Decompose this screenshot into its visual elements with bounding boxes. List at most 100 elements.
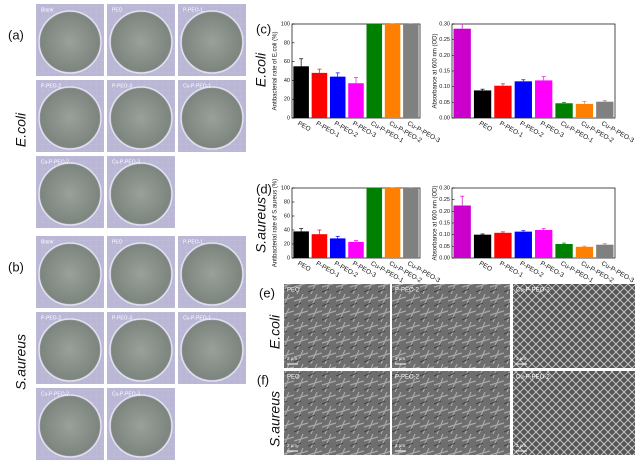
y-tick-label: 0: [287, 115, 290, 121]
y-axis-label: Antibacterial rate of S.aureus (%): [273, 179, 279, 267]
plate-panels: (a) E.coli Blank PEO P-PEO-1 P-PEO-2 P-PEO-3 Cu…: [8, 4, 246, 460]
bar: [514, 231, 532, 258]
y-tick-label: 100: [281, 185, 290, 191]
scale-label: 2 μm: [516, 443, 526, 448]
bar: [403, 188, 419, 258]
dish: [109, 318, 173, 382]
bar: [293, 231, 309, 258]
dish: [109, 242, 173, 306]
scale-label: 2 μm: [287, 443, 297, 448]
bar: [535, 230, 553, 258]
x-tick-label: PEO: [478, 260, 493, 273]
organism-label: E.coli: [267, 314, 283, 349]
bar: [329, 76, 346, 118]
y-tick-label: 0.05: [439, 244, 450, 250]
y-tick-label: 100: [281, 21, 290, 27]
dish: [38, 394, 102, 458]
bar: [555, 244, 573, 258]
x-tick-label: PEO: [296, 120, 311, 133]
bar: [514, 81, 532, 118]
bar: [596, 101, 614, 118]
plate-label: P-PEO-2: [41, 315, 61, 321]
dish: [109, 394, 173, 458]
dish: [38, 10, 102, 74]
plate-label: Cu-P-PEO-2: [41, 159, 69, 165]
organism-label: S.aureus: [253, 197, 269, 253]
y-axis-label: Absorbance at 600 nm (OD): [433, 33, 439, 108]
plate-label: P-PEO-2: [41, 83, 61, 89]
dish: [180, 86, 244, 150]
sem-image: [513, 371, 635, 455]
bar: [535, 80, 553, 118]
charts: (c)E.coli(d)S.aureus020406080100Antibact…: [253, 21, 636, 284]
y-tick-label: 0.10: [439, 232, 450, 238]
dish: [38, 86, 102, 150]
sem-label: P-PEO-2: [395, 375, 420, 381]
bar: [494, 85, 512, 118]
bar: [293, 66, 309, 118]
sem-label: P-PEO-2: [395, 288, 420, 294]
sem-label: Cu-P-PEO-2: [516, 288, 550, 294]
bar: [575, 246, 594, 258]
y-tick-label: 0.00: [439, 255, 450, 261]
bar: [596, 244, 614, 258]
panel-label: (d): [256, 181, 272, 196]
plate-label: PEO: [112, 239, 123, 245]
sem-image: [513, 284, 635, 368]
y-tick-label: 80: [284, 199, 290, 205]
y-tick-label: 40: [284, 78, 290, 84]
plate-label: Cu-P-PEO-1: [183, 315, 211, 321]
bar: [348, 241, 364, 258]
plate-label: Blank: [41, 7, 54, 13]
x-tick-label: PEO: [478, 120, 493, 133]
y-tick-label: 0.25: [439, 37, 450, 43]
bar: [384, 188, 401, 258]
panel-label: (c): [256, 21, 271, 36]
bar: [403, 24, 419, 118]
y-tick-label: 0: [287, 255, 290, 261]
y-axis-label: Absorbance at 600 nm (OD): [433, 185, 439, 260]
y-tick-label: 0.20: [439, 209, 450, 215]
dish: [109, 162, 173, 226]
bar: [473, 234, 492, 258]
plate-label: Cu-P-PEO-3: [112, 159, 140, 165]
bar: [555, 103, 573, 118]
dish: [38, 318, 102, 382]
y-tick-label: 0.05: [439, 100, 450, 106]
dish: [180, 10, 244, 74]
bar: [348, 83, 364, 118]
sem-panels: (e) E.coli PEO 2 μm P-PEO-2 2 μm Cu-P-PEO-2 2 μ…: [257, 284, 635, 455]
plate-label: Cu-P-PEO-2: [41, 391, 69, 397]
dish: [109, 10, 173, 74]
sem-label: Cu-P-PEO-2: [516, 375, 550, 381]
organism-label: E.coli: [253, 52, 269, 87]
sem-label: PEO: [287, 288, 300, 294]
bar: [366, 188, 383, 258]
y-tick-label: 0.30: [439, 185, 450, 191]
scale-label: 2 μm: [395, 443, 405, 448]
organism-label: E.coli: [13, 112, 29, 147]
bar: [384, 24, 401, 118]
plate-label: P-PEO-1: [183, 7, 203, 13]
scale-label: 2 μm: [516, 356, 526, 361]
y-tick-label: 0.20: [439, 53, 450, 59]
bar: [311, 234, 328, 258]
bar: [575, 103, 594, 118]
bar: [473, 90, 492, 118]
sem-image: [392, 371, 510, 455]
dish: [109, 86, 173, 150]
plate-label: Cu-P-PEO-3: [112, 391, 140, 397]
sem-label: PEO: [287, 375, 300, 381]
y-tick-label: 0.10: [439, 84, 450, 90]
y-tick-label: 0.15: [439, 68, 450, 74]
dish: [38, 242, 102, 306]
organism-label: S.aureus: [13, 334, 29, 390]
y-tick-label: 20: [284, 97, 290, 103]
plate-label: P-PEO-3: [112, 315, 132, 321]
panel-label: (e): [259, 285, 275, 300]
bar: [453, 28, 471, 119]
sem-image: [392, 284, 510, 368]
y-axis-label: Antibacterial rate of E.coli (%): [273, 31, 279, 110]
dish: [180, 242, 244, 306]
